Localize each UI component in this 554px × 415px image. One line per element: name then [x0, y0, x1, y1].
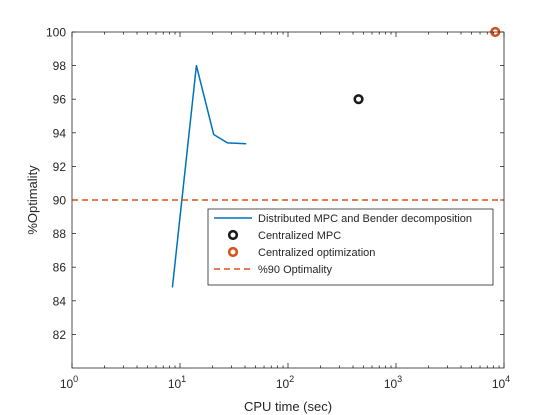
series-layer [72, 26, 504, 288]
legend-entry-label: Distributed MPC and Bender decomposition [258, 213, 472, 225]
x-tick-label-base: 10 [60, 377, 74, 391]
x-tick-label: 102 [276, 374, 294, 391]
x-tick-label: 104 [492, 374, 510, 391]
legend: Distributed MPC and Bender decomposition… [207, 208, 494, 286]
y-tick-label: 92 [53, 160, 67, 174]
x-tick-label: 101 [168, 374, 186, 391]
x-axis-label: CPU time (sec) [244, 399, 332, 414]
y-tick-label: 86 [53, 261, 67, 275]
legend-entry-label: Centralized optimization [258, 247, 375, 259]
y-tick-label: 98 [53, 59, 67, 73]
x-tick-label-base: 10 [492, 377, 506, 391]
legend-swatch-marker [227, 229, 239, 241]
x-tick-label-base: 10 [168, 377, 182, 391]
y-tick-label: 94 [53, 126, 67, 140]
x-tick-label-exponent: 2 [289, 374, 294, 384]
series-line-distributed-mpc [171, 64, 247, 288]
legend-entry-label: Centralized MPC [258, 230, 341, 242]
x-tick-label: 103 [384, 374, 402, 391]
x-tick-label-base: 10 [276, 377, 290, 391]
x-tick-label-base: 10 [384, 377, 398, 391]
x-tick-label-exponent: 1 [181, 374, 186, 384]
y-tick-label: 90 [53, 194, 67, 208]
x-tick-label-exponent: 0 [73, 374, 78, 384]
y-tick-label: 88 [53, 227, 67, 241]
x-tick-label-exponent: 3 [397, 374, 402, 384]
y-tick-label: 82 [53, 328, 67, 342]
y-axis-label: %Optimality [25, 165, 40, 235]
y-tick-label: 96 [53, 93, 67, 107]
data-point-marker [353, 94, 364, 105]
y-tick-label: 84 [53, 294, 67, 308]
x-tick-label-exponent: 4 [505, 374, 510, 384]
legend-box [207, 208, 494, 286]
x-tick-label: 100 [60, 374, 78, 391]
plot-area-border [71, 31, 505, 369]
legend-swatch-marker [227, 246, 239, 258]
legend-entry-label: %90 Optimality [258, 264, 332, 276]
y-tick-label: 100 [46, 26, 66, 40]
